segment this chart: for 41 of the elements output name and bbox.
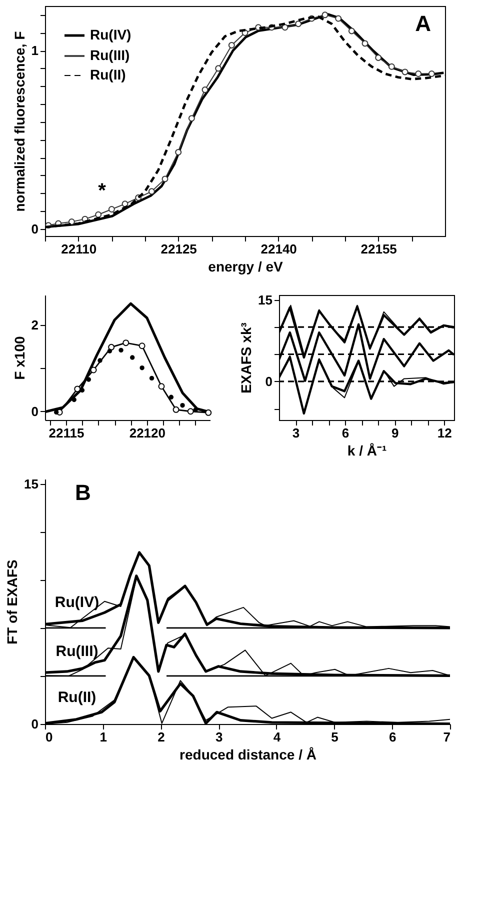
annotation: Ru(III) — [56, 643, 98, 660]
x-tick-label: 22120 — [129, 426, 166, 440]
y-tick-label: 15 — [24, 476, 38, 492]
legend-label: Ru(II) — [90, 66, 126, 82]
x-tick-label: 1 — [100, 730, 107, 744]
legend-label: Ru(III) — [90, 47, 130, 63]
annotation: * — [98, 180, 106, 202]
x-axis-title: reduced distance / Å — [180, 746, 316, 762]
annotation: Ru(IV) — [54, 594, 100, 611]
x-tick-label: 4 — [273, 730, 282, 744]
x-tick-label: 22110 — [61, 242, 97, 256]
x-tick-label: 5 — [331, 730, 338, 744]
x-tick-label: 3 — [215, 730, 223, 744]
y-tick-label: 2 — [31, 318, 38, 333]
y-axis-title: normalized fluorescence, F — [11, 30, 28, 212]
x-tick-label: 6 — [342, 426, 350, 440]
x-tick-label: 3 — [292, 426, 300, 440]
x-tick-label: 2 — [158, 730, 165, 744]
x-tick-label: 12 — [437, 426, 452, 440]
x-tick-label: 22155 — [360, 242, 397, 256]
x-tick-label: 0 — [46, 730, 53, 744]
y-axis-title: EXAFS xk³ — [238, 322, 254, 394]
x-tick-label: 22125 — [160, 242, 197, 256]
y-axis-title: F x100 — [11, 336, 28, 380]
x-tick-label: 7 — [443, 730, 450, 744]
legend-label: Ru(IV) — [90, 26, 132, 42]
annotation: A — [415, 11, 432, 36]
x-tick-label: 9 — [391, 426, 399, 440]
annotation: Ru(II) — [58, 689, 96, 706]
x-tick-label: 6 — [389, 730, 396, 744]
y-tick-label: 0 — [31, 404, 38, 419]
x-axis-title: energy / eV — [208, 258, 284, 274]
y-tick-label: 0 — [31, 716, 38, 732]
y-tick-label: 0 — [31, 221, 38, 236]
y-tick-label: 15 — [258, 292, 272, 308]
y-tick-label: 1 — [31, 43, 38, 58]
x-tick-label: 22140 — [260, 242, 297, 256]
y-axis-title: FT of EXAFS — [4, 560, 20, 644]
x-tick-label: 22115 — [48, 426, 84, 440]
annotation: B — [75, 480, 91, 505]
x-axis-title: k / Å⁻¹ — [347, 442, 387, 458]
